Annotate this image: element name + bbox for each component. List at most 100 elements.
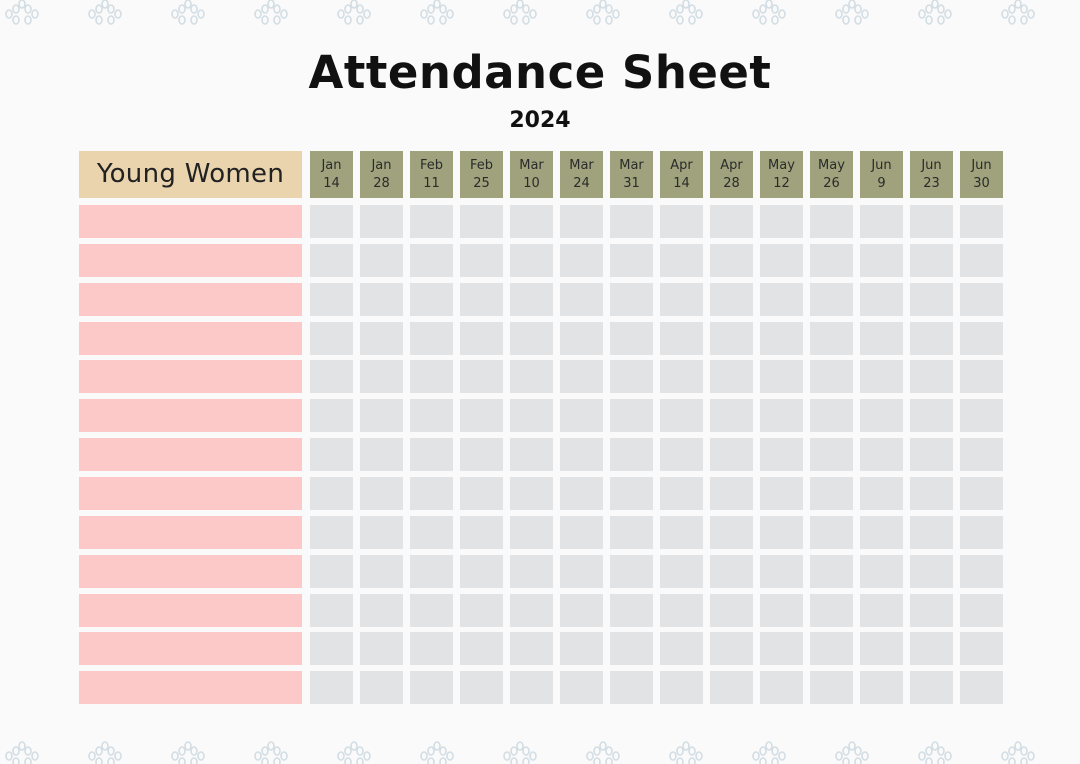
attendance-checkbox-cell[interactable] bbox=[610, 594, 653, 627]
attendance-checkbox-cell[interactable] bbox=[360, 322, 403, 355]
attendance-checkbox-cell[interactable] bbox=[810, 477, 853, 510]
attendance-checkbox-cell[interactable] bbox=[960, 360, 1003, 393]
attendance-checkbox-cell[interactable] bbox=[410, 205, 453, 238]
attendance-checkbox-cell[interactable] bbox=[760, 438, 803, 471]
attendance-checkbox-cell[interactable] bbox=[910, 555, 953, 588]
attendance-checkbox-cell[interactable] bbox=[460, 671, 503, 704]
name-entry-field[interactable] bbox=[79, 477, 302, 510]
attendance-checkbox-cell[interactable] bbox=[610, 477, 653, 510]
attendance-checkbox-cell[interactable] bbox=[710, 283, 753, 316]
attendance-checkbox-cell[interactable] bbox=[560, 594, 603, 627]
attendance-checkbox-cell[interactable] bbox=[310, 283, 353, 316]
attendance-checkbox-cell[interactable] bbox=[910, 516, 953, 549]
name-entry-field[interactable] bbox=[79, 322, 302, 355]
attendance-checkbox-cell[interactable] bbox=[960, 632, 1003, 665]
attendance-checkbox-cell[interactable] bbox=[660, 632, 703, 665]
attendance-checkbox-cell[interactable] bbox=[910, 671, 953, 704]
attendance-checkbox-cell[interactable] bbox=[760, 283, 803, 316]
attendance-checkbox-cell[interactable] bbox=[910, 594, 953, 627]
attendance-checkbox-cell[interactable] bbox=[910, 477, 953, 510]
attendance-checkbox-cell[interactable] bbox=[310, 438, 353, 471]
attendance-checkbox-cell[interactable] bbox=[360, 205, 403, 238]
attendance-checkbox-cell[interactable] bbox=[460, 516, 503, 549]
attendance-checkbox-cell[interactable] bbox=[710, 594, 753, 627]
attendance-checkbox-cell[interactable] bbox=[360, 399, 403, 432]
attendance-checkbox-cell[interactable] bbox=[960, 477, 1003, 510]
attendance-checkbox-cell[interactable] bbox=[810, 632, 853, 665]
attendance-checkbox-cell[interactable] bbox=[710, 477, 753, 510]
attendance-checkbox-cell[interactable] bbox=[810, 671, 853, 704]
attendance-checkbox-cell[interactable] bbox=[710, 244, 753, 277]
attendance-checkbox-cell[interactable] bbox=[610, 671, 653, 704]
attendance-checkbox-cell[interactable] bbox=[510, 516, 553, 549]
attendance-checkbox-cell[interactable] bbox=[460, 594, 503, 627]
attendance-checkbox-cell[interactable] bbox=[310, 632, 353, 665]
attendance-checkbox-cell[interactable] bbox=[610, 438, 653, 471]
attendance-checkbox-cell[interactable] bbox=[760, 555, 803, 588]
attendance-checkbox-cell[interactable] bbox=[510, 205, 553, 238]
attendance-checkbox-cell[interactable] bbox=[810, 555, 853, 588]
attendance-checkbox-cell[interactable] bbox=[610, 322, 653, 355]
attendance-checkbox-cell[interactable] bbox=[760, 322, 803, 355]
name-entry-field[interactable] bbox=[79, 594, 302, 627]
attendance-checkbox-cell[interactable] bbox=[510, 322, 553, 355]
attendance-checkbox-cell[interactable] bbox=[910, 632, 953, 665]
attendance-checkbox-cell[interactable] bbox=[860, 671, 903, 704]
attendance-checkbox-cell[interactable] bbox=[460, 477, 503, 510]
name-entry-field[interactable] bbox=[79, 283, 302, 316]
name-entry-field[interactable] bbox=[79, 555, 302, 588]
attendance-checkbox-cell[interactable] bbox=[310, 671, 353, 704]
attendance-checkbox-cell[interactable] bbox=[860, 322, 903, 355]
name-entry-field[interactable] bbox=[79, 516, 302, 549]
attendance-checkbox-cell[interactable] bbox=[810, 399, 853, 432]
attendance-checkbox-cell[interactable] bbox=[310, 322, 353, 355]
attendance-checkbox-cell[interactable] bbox=[760, 205, 803, 238]
attendance-checkbox-cell[interactable] bbox=[910, 360, 953, 393]
name-entry-field[interactable] bbox=[79, 438, 302, 471]
attendance-checkbox-cell[interactable] bbox=[460, 399, 503, 432]
attendance-checkbox-cell[interactable] bbox=[860, 360, 903, 393]
attendance-checkbox-cell[interactable] bbox=[860, 555, 903, 588]
attendance-checkbox-cell[interactable] bbox=[710, 399, 753, 432]
attendance-checkbox-cell[interactable] bbox=[710, 671, 753, 704]
attendance-checkbox-cell[interactable] bbox=[710, 516, 753, 549]
attendance-checkbox-cell[interactable] bbox=[710, 322, 753, 355]
attendance-checkbox-cell[interactable] bbox=[810, 322, 853, 355]
attendance-checkbox-cell[interactable] bbox=[710, 205, 753, 238]
attendance-checkbox-cell[interactable] bbox=[560, 399, 603, 432]
attendance-checkbox-cell[interactable] bbox=[360, 283, 403, 316]
attendance-checkbox-cell[interactable] bbox=[810, 283, 853, 316]
attendance-checkbox-cell[interactable] bbox=[710, 632, 753, 665]
attendance-checkbox-cell[interactable] bbox=[310, 360, 353, 393]
attendance-checkbox-cell[interactable] bbox=[560, 555, 603, 588]
name-entry-field[interactable] bbox=[79, 632, 302, 665]
attendance-checkbox-cell[interactable] bbox=[560, 671, 603, 704]
attendance-checkbox-cell[interactable] bbox=[660, 477, 703, 510]
attendance-checkbox-cell[interactable] bbox=[610, 205, 653, 238]
attendance-checkbox-cell[interactable] bbox=[510, 671, 553, 704]
attendance-checkbox-cell[interactable] bbox=[660, 399, 703, 432]
attendance-checkbox-cell[interactable] bbox=[760, 516, 803, 549]
attendance-checkbox-cell[interactable] bbox=[410, 399, 453, 432]
attendance-checkbox-cell[interactable] bbox=[710, 360, 753, 393]
attendance-checkbox-cell[interactable] bbox=[560, 205, 603, 238]
attendance-checkbox-cell[interactable] bbox=[560, 477, 603, 510]
attendance-checkbox-cell[interactable] bbox=[860, 516, 903, 549]
attendance-checkbox-cell[interactable] bbox=[960, 594, 1003, 627]
attendance-checkbox-cell[interactable] bbox=[560, 322, 603, 355]
attendance-checkbox-cell[interactable] bbox=[660, 205, 703, 238]
attendance-checkbox-cell[interactable] bbox=[360, 594, 403, 627]
attendance-checkbox-cell[interactable] bbox=[860, 205, 903, 238]
attendance-checkbox-cell[interactable] bbox=[510, 283, 553, 316]
attendance-checkbox-cell[interactable] bbox=[960, 205, 1003, 238]
attendance-checkbox-cell[interactable] bbox=[610, 244, 653, 277]
attendance-checkbox-cell[interactable] bbox=[610, 555, 653, 588]
attendance-checkbox-cell[interactable] bbox=[410, 283, 453, 316]
attendance-checkbox-cell[interactable] bbox=[960, 671, 1003, 704]
attendance-checkbox-cell[interactable] bbox=[760, 477, 803, 510]
attendance-checkbox-cell[interactable] bbox=[460, 244, 503, 277]
attendance-checkbox-cell[interactable] bbox=[310, 205, 353, 238]
attendance-checkbox-cell[interactable] bbox=[860, 438, 903, 471]
attendance-checkbox-cell[interactable] bbox=[410, 594, 453, 627]
attendance-checkbox-cell[interactable] bbox=[360, 555, 403, 588]
